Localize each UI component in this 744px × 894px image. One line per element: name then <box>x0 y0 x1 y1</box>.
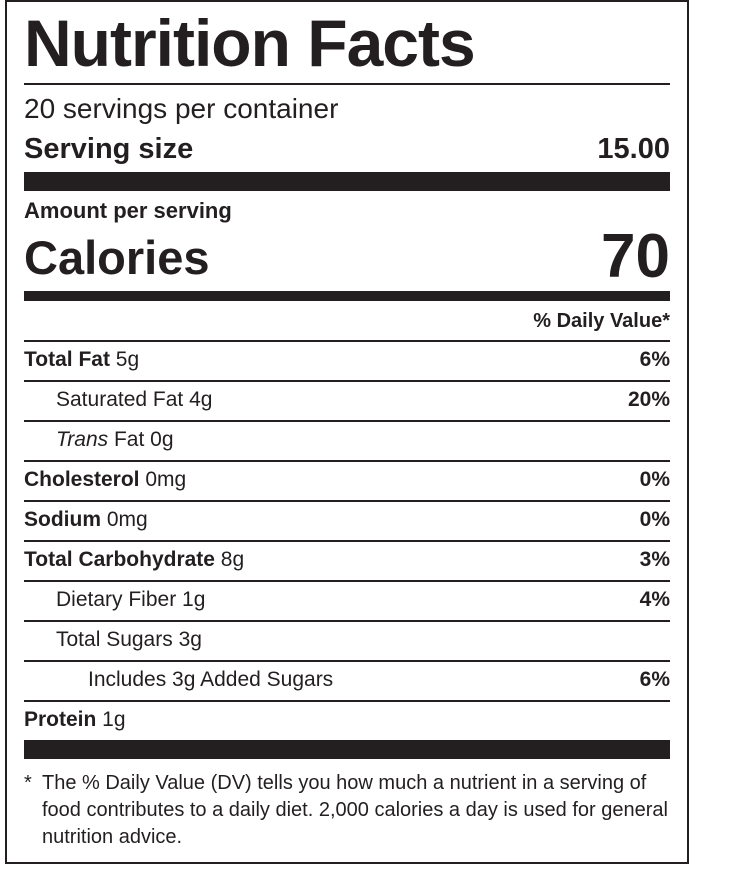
nutrient-row-dietary-fiber: Dietary Fiber 1g 4% <box>24 581 670 619</box>
nutrient-name: Dietary Fiber 1g <box>56 588 206 611</box>
divider <box>24 540 670 542</box>
nutrient-dv: 6% <box>639 348 670 371</box>
nutrient-row-trans-fat: Trans Fat 0g <box>24 421 670 459</box>
nutrient-amount: 5g <box>109 348 140 371</box>
nutrient-name: Saturated Fat 4g <box>56 388 213 411</box>
thick-divider <box>24 172 670 191</box>
divider <box>24 380 670 382</box>
nutrient-row-total-sugars: Total Sugars 3g <box>24 621 670 659</box>
nutrient-name: Protein <box>24 708 97 731</box>
nutrient-dv: 6% <box>639 668 670 691</box>
nutrient-amount: 0mg <box>101 508 148 531</box>
nutrient-name-italic: Trans <box>56 428 109 451</box>
nutrient-name: Sodium <box>24 508 101 531</box>
nutrient-name: Cholesterol <box>24 468 140 491</box>
serving-size-label: Serving size <box>24 133 194 165</box>
nutrient-dv: 20% <box>627 388 670 411</box>
divider <box>24 420 670 422</box>
divider <box>24 460 670 462</box>
divider <box>24 620 670 622</box>
nutrient-amount: 0mg <box>139 468 187 491</box>
nutrient-row-total-carbohydrate: Total Carbohydrate 8g 3% <box>24 541 670 579</box>
nutrient-row-cholesterol: Cholesterol 0mg 0% <box>24 461 670 499</box>
nutrient-row-total-fat: Total Fat 5g 6% <box>24 341 670 379</box>
nutrient-row-added-sugars: Includes 3g Added Sugars 6% <box>24 661 670 699</box>
divider <box>24 83 670 85</box>
footnote-asterisk: * <box>24 772 32 794</box>
nutrient-dv: 0% <box>639 508 670 531</box>
nutrient-name: Total Sugars 3g <box>56 628 202 651</box>
divider <box>24 500 670 502</box>
thick-divider <box>24 740 670 759</box>
nutrient-amount: 1g <box>96 708 126 731</box>
footnote-text: The % Daily Value (DV) tells you how muc… <box>42 772 668 848</box>
divider <box>24 660 670 662</box>
nutrient-row-sodium: Sodium 0mg 0% <box>24 501 670 539</box>
calories-label: Calories <box>24 231 210 284</box>
label-title: Nutrition Facts <box>24 6 476 80</box>
nutrient-dv: 0% <box>639 468 670 491</box>
daily-value-header: % Daily Value* <box>533 310 670 332</box>
nutrient-dv: 4% <box>639 588 670 611</box>
nutrient-dv: 3% <box>639 548 670 571</box>
serving-size-value: 15.00 <box>597 133 670 165</box>
nutrient-row-saturated-fat: Saturated Fat 4g 20% <box>24 381 670 419</box>
amount-per-serving: Amount per serving <box>24 198 232 223</box>
calories-row: Calories 70 <box>24 226 670 290</box>
divider <box>24 580 670 582</box>
label-content: Nutrition Facts 20 servings per containe… <box>24 2 670 862</box>
nutrient-name: Total Fat <box>24 348 110 371</box>
divider <box>24 700 670 702</box>
nutrition-facts-label: Nutrition Facts 20 servings per containe… <box>5 0 689 864</box>
serving-size-row: Serving size 15.00 <box>24 133 670 166</box>
nutrient-row-protein: Protein 1g <box>24 701 670 739</box>
calories-value: 70 <box>601 222 670 291</box>
nutrient-name: Includes 3g Added Sugars <box>88 668 334 691</box>
medium-divider <box>24 291 670 301</box>
nutrient-amount: 8g <box>214 548 245 571</box>
servings-per-container: 20 servings per container <box>24 93 339 124</box>
divider <box>24 340 670 342</box>
footnote: * The % Daily Value (DV) tells you how m… <box>24 770 670 851</box>
nutrient-name: Total Carbohydrate <box>24 548 215 571</box>
nutrient-name: Fat 0g <box>108 428 174 451</box>
